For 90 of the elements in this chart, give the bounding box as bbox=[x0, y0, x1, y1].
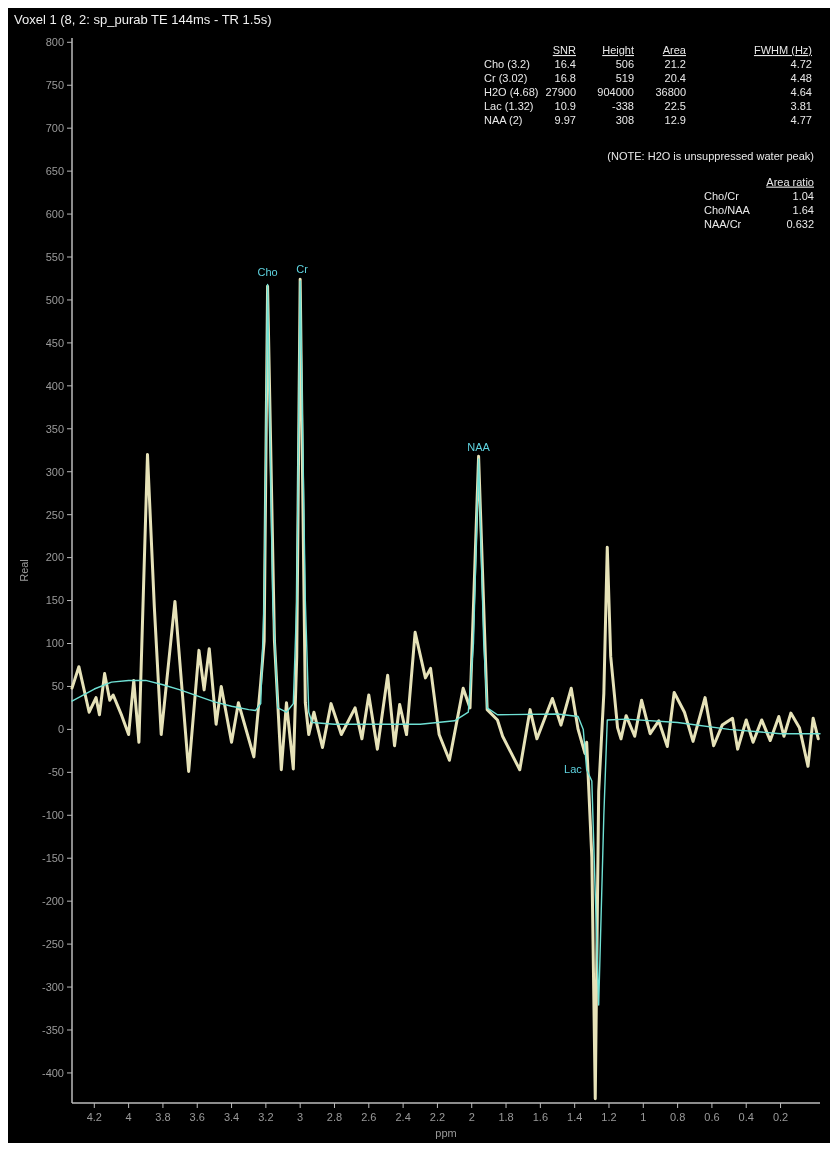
y-tick-label: 50 bbox=[51, 680, 64, 693]
y-axis-title: Real bbox=[18, 559, 30, 582]
annotation: 16.8 bbox=[554, 72, 576, 84]
annotation: Area bbox=[662, 44, 687, 56]
x-tick-label: 3 bbox=[297, 1111, 304, 1123]
y-tick-label: 0 bbox=[57, 723, 64, 736]
x-tick-label: 0.8 bbox=[669, 1111, 686, 1123]
annotation: FWHM (Hz) bbox=[753, 44, 812, 56]
x-tick-label: 3.4 bbox=[223, 1111, 240, 1123]
annotation: 506 bbox=[615, 58, 634, 70]
y-tick-label: 750 bbox=[45, 79, 64, 92]
annotation: -338 bbox=[611, 100, 634, 112]
y-tick-label: 550 bbox=[45, 250, 64, 263]
annotation: Cr (3.02) bbox=[484, 72, 528, 84]
y-tick-label: 400 bbox=[45, 379, 64, 392]
annotation: Cho bbox=[257, 266, 278, 279]
y-tick-label: -50 bbox=[48, 766, 64, 779]
annotation: NAA bbox=[467, 440, 491, 453]
annotation: 22.5 bbox=[664, 100, 686, 112]
y-tick-label: 350 bbox=[45, 422, 64, 435]
y-tick-label: 600 bbox=[45, 207, 64, 220]
y-tick-label: 650 bbox=[45, 164, 64, 177]
x-tick-label: 4.2 bbox=[86, 1111, 102, 1123]
annotation: 27900 bbox=[545, 86, 576, 98]
y-tick-label: 150 bbox=[45, 594, 64, 607]
x-tick-label: 1 bbox=[640, 1111, 647, 1123]
y-tick-label: 100 bbox=[45, 637, 64, 650]
chart-title: Voxel 1 (8, 2: sp_purab TE 144ms - TR 1.5s) bbox=[14, 12, 272, 27]
x-tick-label: 3.8 bbox=[155, 1111, 171, 1123]
y-tick-label: -400 bbox=[41, 1066, 64, 1079]
annotation: NAA/Cr bbox=[704, 217, 742, 230]
y-tick-label: 200 bbox=[45, 551, 64, 564]
annotation: 308 bbox=[615, 114, 634, 126]
y-tick-label: -250 bbox=[41, 937, 64, 950]
annotation: 16.4 bbox=[554, 58, 576, 70]
x-tick-label: 4 bbox=[125, 1111, 132, 1123]
annotation: Cr bbox=[296, 263, 309, 276]
annotation: 10.9 bbox=[554, 100, 576, 112]
x-tick-label: 0.4 bbox=[738, 1111, 754, 1123]
y-tick-label: 800 bbox=[45, 36, 64, 49]
annotation: NAA (2) bbox=[484, 114, 523, 126]
x-tick-label: 1.6 bbox=[532, 1111, 549, 1123]
y-tick-label: -300 bbox=[41, 980, 64, 993]
annotation: Cho/Cr bbox=[704, 189, 740, 202]
annotation: 20.4 bbox=[664, 72, 686, 84]
x-tick-label: 2 bbox=[468, 1111, 475, 1123]
annotation: 9.97 bbox=[554, 114, 576, 126]
y-tick-label: -100 bbox=[41, 809, 64, 822]
y-tick-label: 300 bbox=[45, 465, 64, 478]
annotation: 4.77 bbox=[790, 114, 812, 126]
x-tick-label: 1.4 bbox=[567, 1111, 583, 1123]
annotation: Height bbox=[602, 44, 634, 56]
annotation: 1.64 bbox=[792, 203, 814, 216]
annotation: Cho/NAA bbox=[704, 203, 751, 216]
y-tick-label: 250 bbox=[45, 508, 64, 521]
y-tick-label: 700 bbox=[45, 122, 64, 135]
x-tick-label: 0.2 bbox=[772, 1111, 789, 1123]
x-tick-label: 2.6 bbox=[361, 1111, 377, 1123]
x-tick-label: 3.6 bbox=[189, 1111, 205, 1123]
annotation: 519 bbox=[615, 72, 634, 84]
annotation: 36800 bbox=[655, 86, 686, 98]
y-tick-label: -350 bbox=[41, 1023, 64, 1036]
annotation: 21.2 bbox=[664, 58, 686, 70]
x-tick-label: 2.2 bbox=[429, 1111, 446, 1123]
annotation: 904000 bbox=[597, 86, 634, 98]
annotation: 1.04 bbox=[792, 189, 814, 202]
annotation: 4.64 bbox=[790, 86, 812, 98]
x-tick-label: 2.4 bbox=[395, 1111, 411, 1123]
x-tick-label: 1.8 bbox=[498, 1111, 514, 1123]
x-tick-label: 3.2 bbox=[258, 1111, 274, 1123]
annotation: 12.9 bbox=[664, 114, 686, 126]
x-tick-label: 1.2 bbox=[601, 1111, 617, 1123]
annotation: 0.632 bbox=[786, 217, 814, 230]
y-tick-label: 500 bbox=[45, 293, 64, 306]
annotation: Lac bbox=[564, 762, 583, 775]
y-tick-label: -200 bbox=[41, 895, 64, 908]
annotation: Cho (3.2) bbox=[484, 58, 530, 70]
x-tick-label: 2.8 bbox=[326, 1111, 343, 1123]
annotation: 4.48 bbox=[790, 72, 812, 84]
annotation: SNR bbox=[552, 44, 577, 56]
x-tick-label: 0.6 bbox=[704, 1111, 720, 1123]
annotation: 4.72 bbox=[790, 58, 812, 70]
x-axis-title: ppm bbox=[435, 1127, 457, 1139]
annotation: 3.81 bbox=[790, 100, 812, 112]
annotation: Lac (1.32) bbox=[484, 100, 534, 112]
annotation: (NOTE: H2O is unsuppressed water peak) bbox=[607, 150, 814, 163]
y-tick-label: 450 bbox=[45, 336, 64, 349]
annotation: Area ratio bbox=[766, 175, 814, 188]
y-tick-label: -150 bbox=[41, 852, 64, 865]
annotation: H2O (4.68) bbox=[484, 86, 539, 98]
